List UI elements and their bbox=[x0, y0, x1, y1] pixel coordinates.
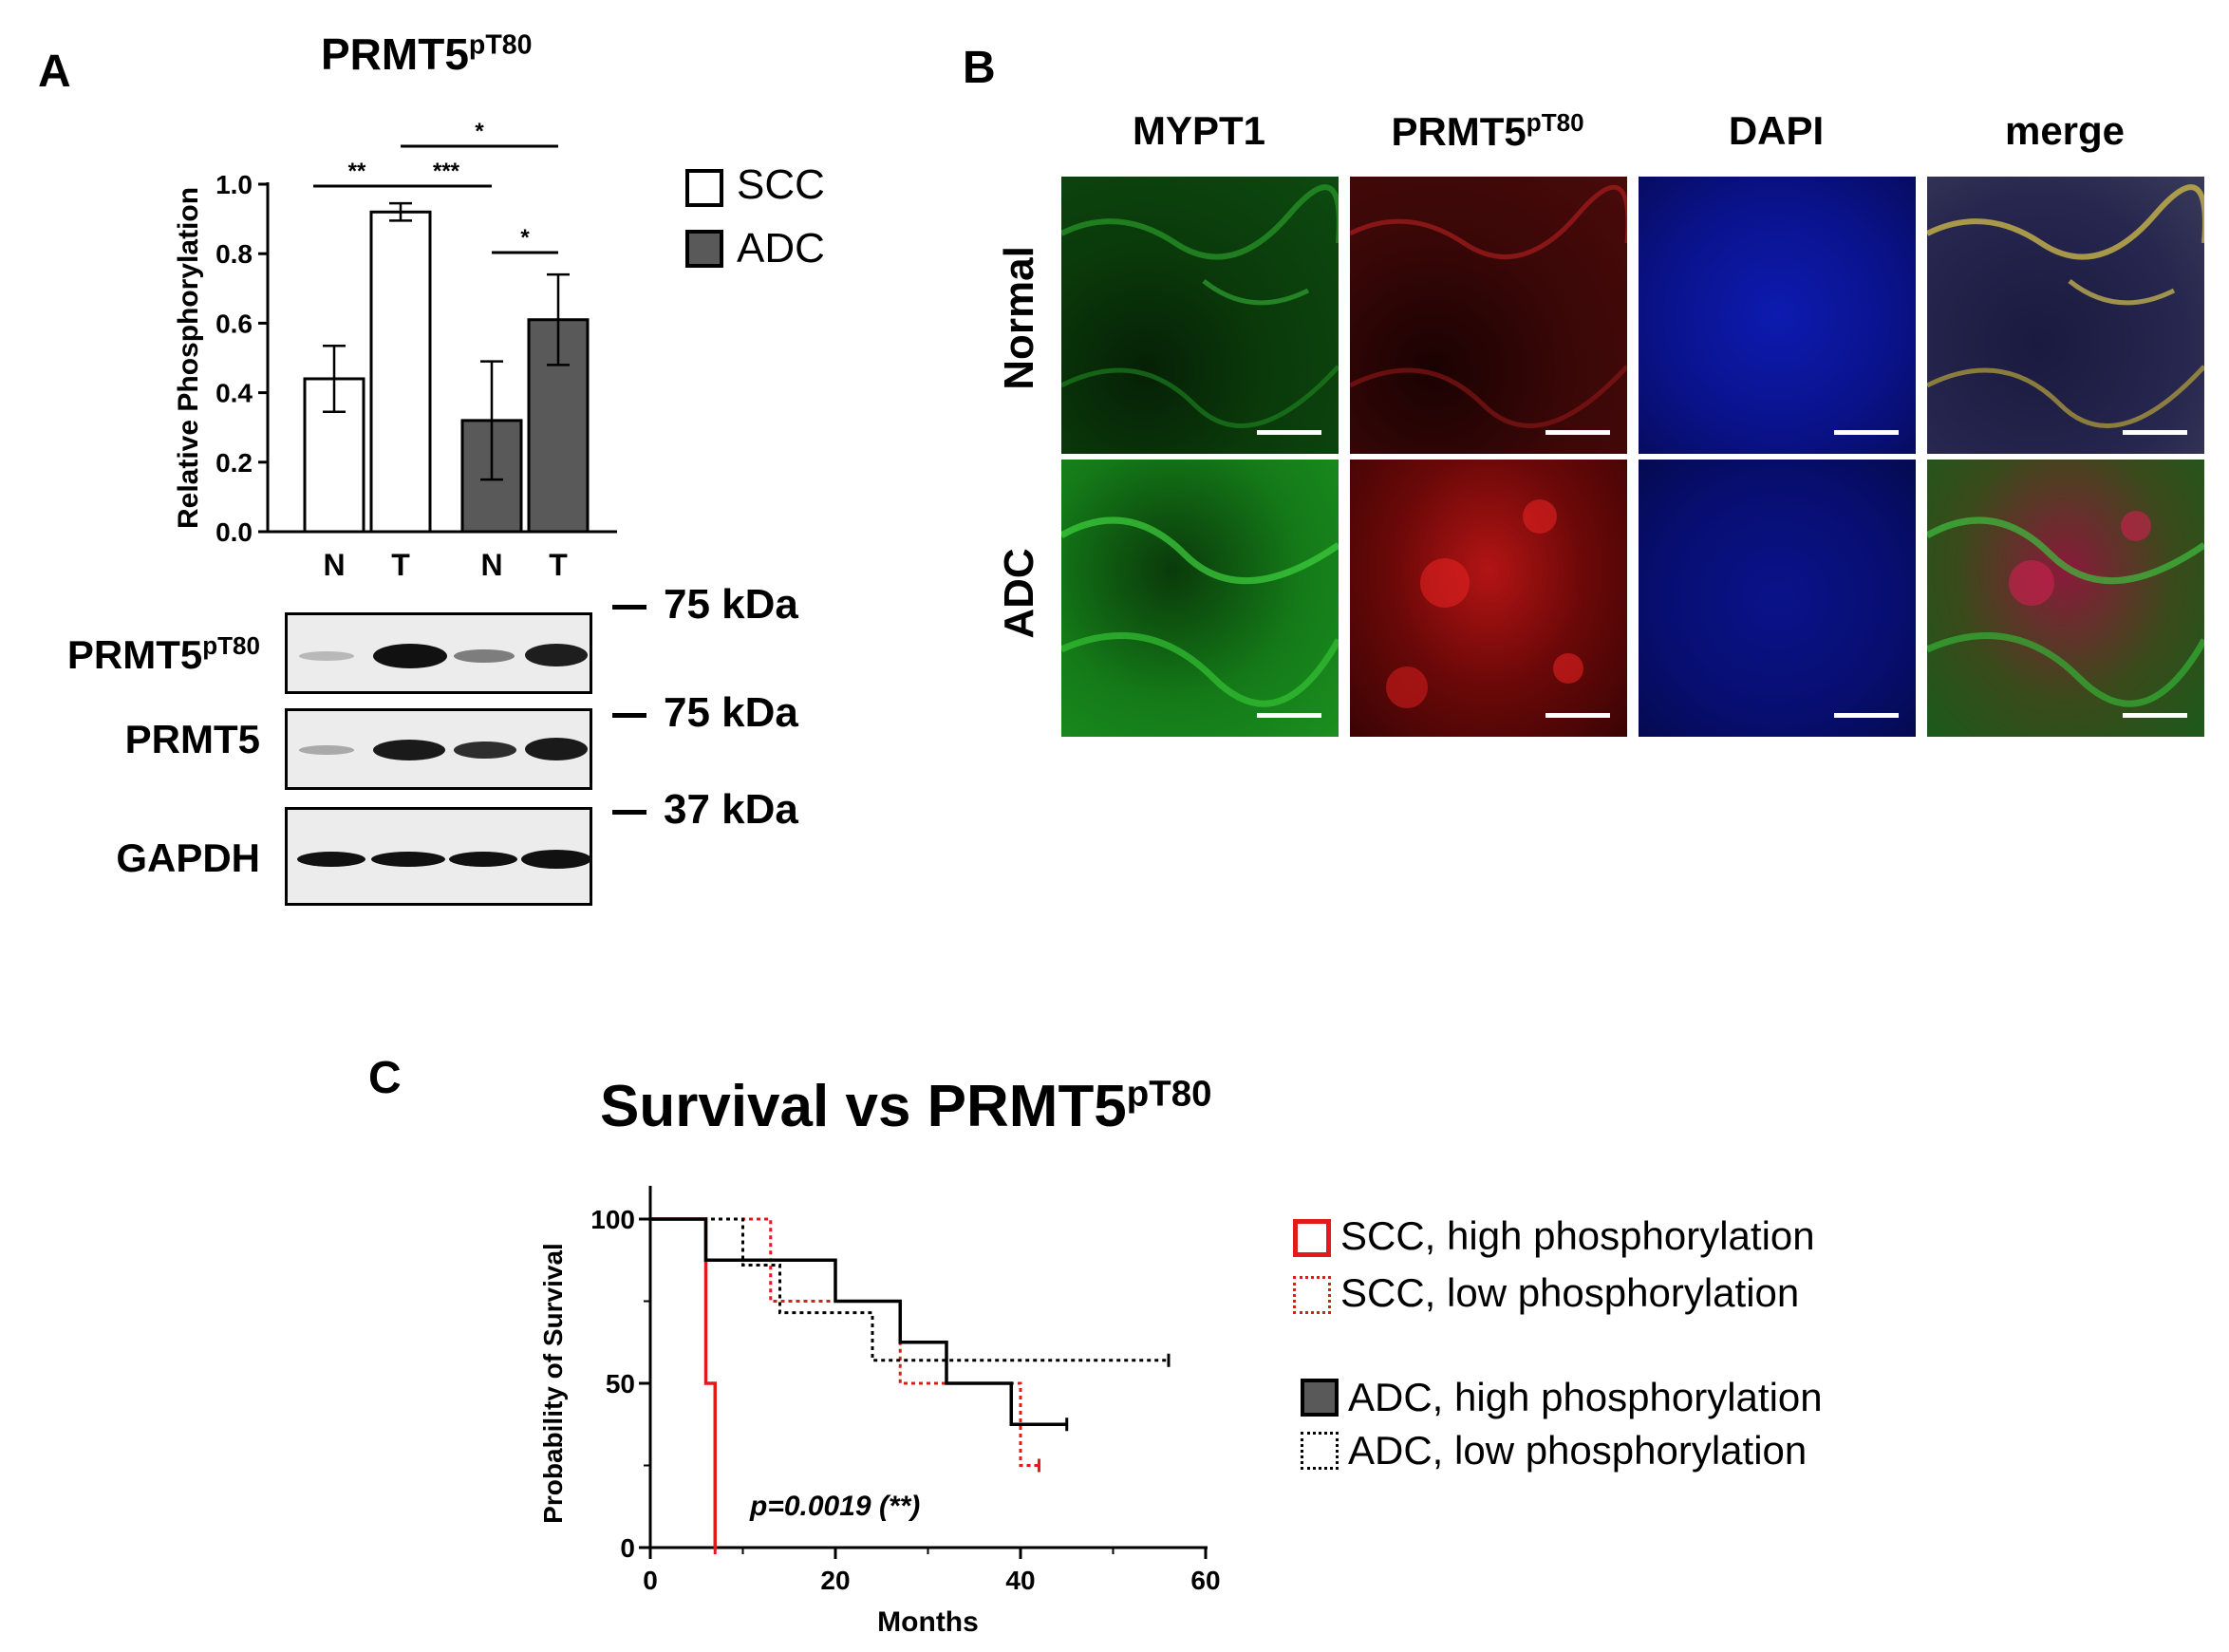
column-header-prmt5-pt80: PRMT5pT80 bbox=[1391, 108, 1584, 154]
column-header-dapi: DAPI bbox=[1728, 108, 1825, 153]
legend-label-scc-high: SCC, high phosphorylation bbox=[1340, 1213, 1815, 1258]
y-axis-label: Relative Phosphorylation bbox=[173, 187, 204, 529]
micrograph-normal-dapi bbox=[1639, 177, 1916, 454]
column-header-mypt1: MYPT1 bbox=[1132, 108, 1266, 153]
blot-band bbox=[454, 649, 515, 663]
survival-curve bbox=[650, 1217, 1169, 1362]
blot-band bbox=[449, 852, 517, 867]
blot-band bbox=[525, 644, 588, 666]
legend-label-adc-low: ADC, low phosphorylation bbox=[1348, 1428, 1808, 1473]
blot-prmt5-pt80 bbox=[285, 612, 592, 694]
blot-label-prmt5: PRMT5 bbox=[124, 717, 260, 761]
blot-prmt5 bbox=[285, 708, 592, 790]
x-tick-label: 40 bbox=[1005, 1566, 1035, 1595]
x-tick-label: T bbox=[549, 548, 568, 582]
marker-37kda: 37 kDa bbox=[612, 786, 798, 834]
micrograph-normal-prmt5 bbox=[1350, 177, 1627, 454]
row-header-adc: ADC bbox=[996, 548, 1042, 639]
y-tick-label: 0.0 bbox=[215, 517, 253, 547]
significance-label: * bbox=[475, 119, 484, 144]
legend-swatch-scc bbox=[685, 169, 723, 207]
y-tick-label: 0.4 bbox=[215, 379, 253, 408]
marker-75kda-2: 75 kDa bbox=[612, 689, 798, 737]
x-axis-label: Months bbox=[877, 1606, 979, 1638]
scale-bar bbox=[2123, 713, 2187, 718]
blot-band bbox=[525, 738, 588, 760]
y-tick-label: 0.6 bbox=[215, 309, 253, 338]
panel-a-title: PRMT5pT80 bbox=[321, 29, 533, 79]
blot-band bbox=[371, 852, 445, 867]
scale-bar bbox=[1834, 713, 1899, 718]
panel-a-letter: A bbox=[38, 47, 71, 97]
survival-chart: 0 50 100 0 20 40 60 Months Probability of Surviv… bbox=[538, 1186, 1221, 1638]
legend-label-scc: SCC bbox=[737, 161, 825, 208]
scale-bar bbox=[1545, 713, 1610, 718]
row-header-normal: Normal bbox=[996, 246, 1042, 390]
micrograph-adc-dapi bbox=[1639, 460, 1916, 737]
x-tick-label: N bbox=[480, 548, 502, 582]
x-tick-label: N bbox=[323, 548, 345, 582]
legend-swatch-adc bbox=[685, 230, 723, 268]
column-header-merge: merge bbox=[2004, 108, 2126, 153]
survival-curve bbox=[650, 1217, 717, 1548]
p-value-annotation: p=0.0019 (**) bbox=[750, 1491, 921, 1522]
legend-label-adc-high: ADC, high phosphorylation bbox=[1348, 1375, 1823, 1419]
significance-label: ** bbox=[348, 159, 366, 184]
y-tick-label: 0.2 bbox=[215, 448, 253, 478]
legend-swatch-adc-low bbox=[1301, 1432, 1339, 1470]
blot-band bbox=[521, 850, 591, 869]
survival-curve bbox=[650, 1217, 1040, 1467]
x-tick-label: 60 bbox=[1190, 1566, 1220, 1595]
bar bbox=[369, 210, 432, 534]
legend-label-scc-low: SCC, low phosphorylation bbox=[1340, 1270, 1800, 1315]
legend-swatch-adc-high bbox=[1301, 1379, 1339, 1417]
texture bbox=[1350, 184, 1627, 428]
micrograph-normal-mypt1 bbox=[1061, 177, 1339, 454]
micrograph-normal-merge bbox=[1927, 177, 2204, 454]
significance-label: *** bbox=[433, 159, 460, 184]
x-tick-label: T bbox=[391, 548, 410, 582]
texture bbox=[1927, 184, 2204, 428]
y-tick-label: 0 bbox=[620, 1533, 635, 1563]
marker-75kda-1: 75 kDa bbox=[612, 581, 798, 629]
panel-c-title: Survival vs PRMT5pT80 bbox=[600, 1073, 1212, 1139]
y-tick-label: 50 bbox=[606, 1369, 635, 1399]
scale-bar bbox=[1257, 713, 1321, 718]
texture bbox=[1061, 516, 1339, 707]
blot-label-gapdh: GAPDH bbox=[116, 835, 260, 880]
blot-band bbox=[297, 852, 365, 867]
scale-bar bbox=[1545, 430, 1610, 435]
bar-chart: 0.0 0.2 0.4 0.6 0.8 1.0 Relative Phosphorylati… bbox=[173, 119, 617, 582]
texture bbox=[1927, 511, 2204, 707]
micrograph-adc-prmt5 bbox=[1350, 460, 1627, 737]
x-tick-label: 0 bbox=[643, 1566, 658, 1595]
panel-c-letter: C bbox=[368, 1053, 402, 1103]
y-tick-label: 0.8 bbox=[215, 239, 253, 269]
blot-label-prmt5-pt80: PRMT5pT80 bbox=[66, 631, 260, 677]
legend-label-adc: ADC bbox=[737, 225, 825, 272]
y-axis-label: Probability of Survival bbox=[538, 1243, 568, 1524]
x-tick-label: 20 bbox=[820, 1566, 850, 1595]
micrograph-adc-mypt1 bbox=[1061, 460, 1339, 737]
micrograph-adc-merge bbox=[1927, 460, 2204, 737]
scale-bar bbox=[2123, 430, 2187, 435]
blot-band bbox=[373, 740, 445, 760]
texture bbox=[1061, 184, 1339, 428]
y-tick-label: 1.0 bbox=[215, 170, 253, 199]
scale-bar bbox=[1257, 430, 1321, 435]
survival-curve bbox=[650, 1217, 1067, 1426]
y-tick-label: 100 bbox=[590, 1205, 635, 1234]
legend-swatch-scc-low bbox=[1293, 1276, 1331, 1314]
scale-bar bbox=[1834, 430, 1899, 435]
texture bbox=[1386, 499, 1583, 708]
significance-label: * bbox=[520, 225, 530, 251]
blot-band bbox=[454, 742, 516, 759]
blot-band bbox=[299, 651, 354, 661]
blot-band bbox=[299, 745, 354, 755]
blot-band bbox=[373, 644, 447, 668]
panel-b-letter: B bbox=[963, 43, 996, 93]
legend-swatch-scc-high bbox=[1293, 1219, 1331, 1257]
blot-gapdh bbox=[285, 807, 592, 906]
